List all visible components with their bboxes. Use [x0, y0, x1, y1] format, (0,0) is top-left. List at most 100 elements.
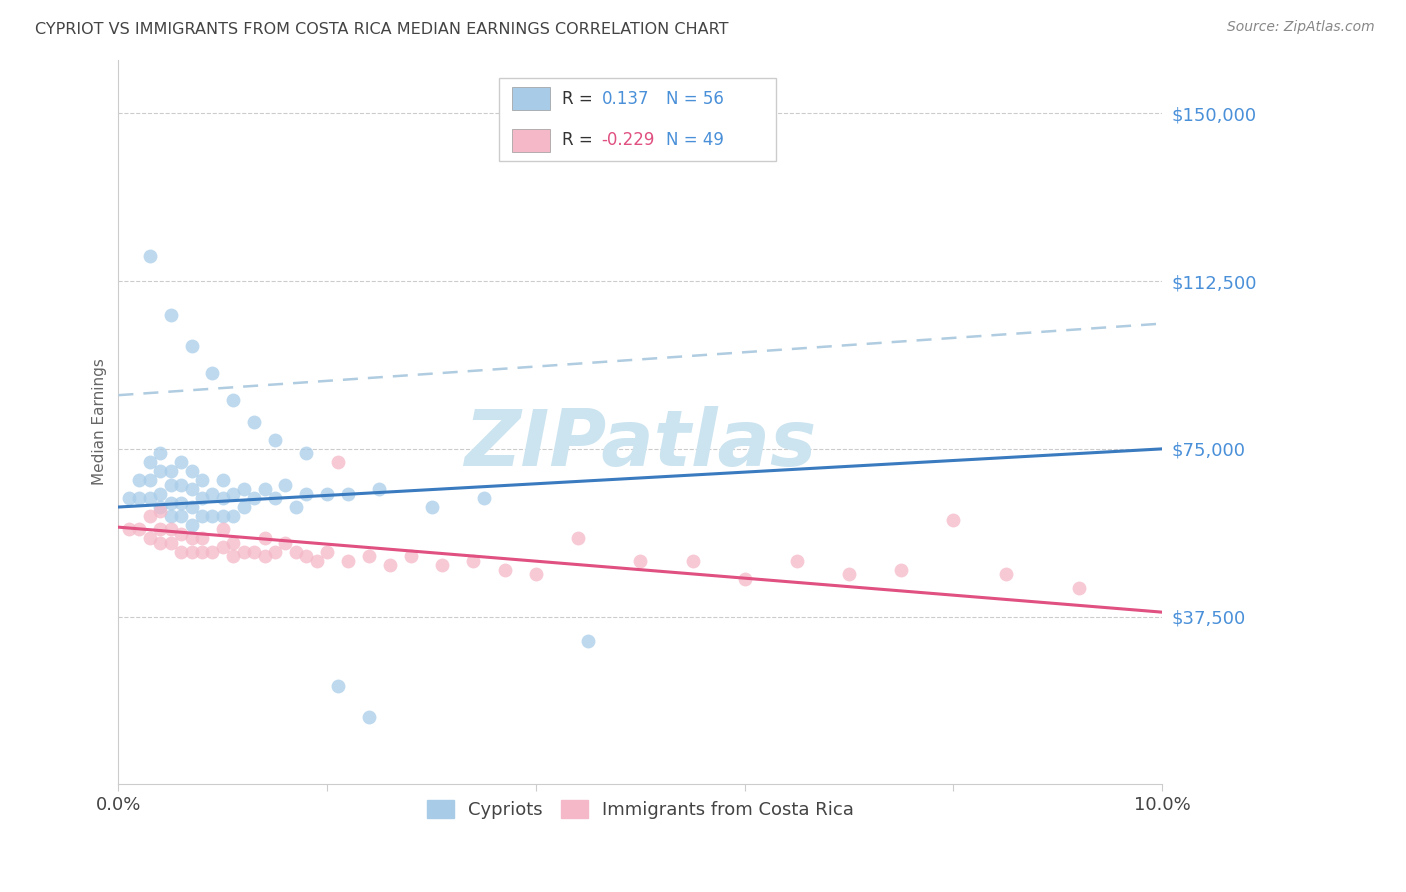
- Point: [149, 446, 172, 460]
- Text: ZIPatlas: ZIPatlas: [464, 406, 817, 482]
- Point: [524, 567, 547, 582]
- Point: [243, 415, 266, 429]
- Point: [159, 308, 181, 322]
- Point: [284, 545, 307, 559]
- Point: [682, 554, 704, 568]
- Point: [357, 549, 380, 564]
- Point: [994, 567, 1017, 582]
- Point: [420, 500, 443, 514]
- Point: [170, 545, 193, 559]
- Point: [890, 563, 912, 577]
- Point: [159, 477, 181, 491]
- Point: [149, 504, 172, 518]
- Point: [201, 366, 224, 380]
- Text: N = 49: N = 49: [666, 131, 724, 149]
- Point: [159, 536, 181, 550]
- Point: [295, 486, 318, 500]
- Point: [139, 508, 162, 523]
- Point: [357, 710, 380, 724]
- Point: [253, 482, 276, 496]
- Point: [139, 250, 162, 264]
- Point: [149, 536, 172, 550]
- Point: [128, 491, 150, 505]
- Point: [201, 486, 224, 500]
- Point: [222, 536, 245, 550]
- Point: [253, 532, 276, 546]
- Point: [159, 464, 181, 478]
- Point: [368, 482, 391, 496]
- Text: 0.137: 0.137: [602, 89, 650, 108]
- Point: [243, 491, 266, 505]
- Point: [211, 491, 233, 505]
- Point: [222, 486, 245, 500]
- Point: [472, 491, 495, 505]
- Point: [180, 464, 202, 478]
- Point: [180, 482, 202, 496]
- FancyBboxPatch shape: [499, 78, 776, 161]
- Text: N = 56: N = 56: [666, 89, 724, 108]
- Point: [264, 433, 287, 447]
- Point: [305, 554, 328, 568]
- Point: [628, 554, 651, 568]
- Text: Source: ZipAtlas.com: Source: ZipAtlas.com: [1227, 20, 1375, 34]
- Point: [576, 634, 599, 648]
- Point: [1067, 581, 1090, 595]
- Point: [118, 491, 141, 505]
- Point: [274, 536, 297, 550]
- Point: [180, 545, 202, 559]
- Point: [399, 549, 422, 564]
- Point: [838, 567, 860, 582]
- Point: [264, 491, 287, 505]
- Point: [274, 477, 297, 491]
- Point: [430, 558, 453, 573]
- Point: [180, 500, 202, 514]
- Point: [222, 392, 245, 407]
- Point: [159, 508, 181, 523]
- Bar: [512, 128, 550, 152]
- Point: [159, 495, 181, 509]
- Point: [378, 558, 401, 573]
- Point: [191, 473, 214, 487]
- Point: [170, 495, 193, 509]
- Point: [222, 508, 245, 523]
- Point: [734, 572, 756, 586]
- Point: [139, 473, 162, 487]
- Point: [253, 549, 276, 564]
- Point: [211, 522, 233, 536]
- Point: [180, 517, 202, 532]
- Point: [128, 473, 150, 487]
- Point: [149, 500, 172, 514]
- Point: [243, 545, 266, 559]
- Point: [567, 532, 589, 546]
- Point: [463, 554, 485, 568]
- Point: [149, 522, 172, 536]
- Y-axis label: Median Earnings: Median Earnings: [93, 359, 107, 485]
- Point: [180, 532, 202, 546]
- Point: [191, 508, 214, 523]
- Point: [139, 455, 162, 469]
- Point: [284, 500, 307, 514]
- Point: [295, 446, 318, 460]
- Text: R =: R =: [562, 89, 598, 108]
- Point: [211, 508, 233, 523]
- Text: CYPRIOT VS IMMIGRANTS FROM COSTA RICA MEDIAN EARNINGS CORRELATION CHART: CYPRIOT VS IMMIGRANTS FROM COSTA RICA ME…: [35, 22, 728, 37]
- Point: [232, 482, 254, 496]
- Point: [337, 486, 360, 500]
- Point: [191, 532, 214, 546]
- Point: [170, 477, 193, 491]
- Point: [295, 549, 318, 564]
- Point: [149, 464, 172, 478]
- Legend: Cypriots, Immigrants from Costa Rica: Cypriots, Immigrants from Costa Rica: [419, 792, 862, 826]
- Point: [337, 554, 360, 568]
- Text: R =: R =: [562, 131, 598, 149]
- Point: [191, 545, 214, 559]
- Point: [159, 522, 181, 536]
- Point: [139, 491, 162, 505]
- Point: [201, 545, 224, 559]
- Point: [326, 455, 349, 469]
- Point: [191, 491, 214, 505]
- Point: [786, 554, 808, 568]
- Point: [170, 527, 193, 541]
- Point: [170, 455, 193, 469]
- Point: [201, 508, 224, 523]
